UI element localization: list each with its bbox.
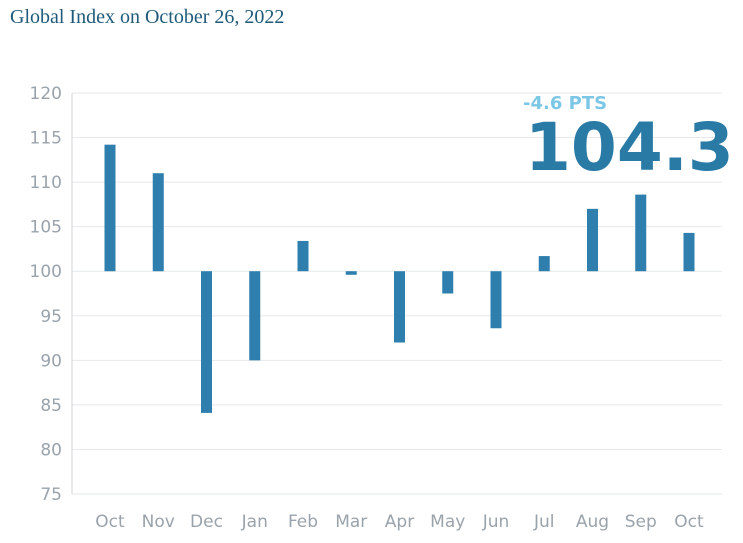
y-tick-label: 100 xyxy=(30,262,62,282)
x-tick-label: Aug xyxy=(576,512,609,532)
y-tick-label: 75 xyxy=(40,485,62,505)
y-tick-label: 120 xyxy=(30,84,62,104)
x-tick-label: Oct xyxy=(674,512,704,532)
bar-aug xyxy=(587,208,598,272)
bar-oct xyxy=(104,144,116,272)
bar-jan xyxy=(249,271,261,361)
bar-apr xyxy=(394,271,405,343)
x-tick-label: Oct xyxy=(95,512,125,532)
current-value-callout: 104.3 xyxy=(525,109,734,186)
change-callout: -4.6 PTS xyxy=(523,93,607,114)
bar-mar xyxy=(345,271,357,275)
gridlines xyxy=(71,92,722,495)
bar-feb xyxy=(297,240,309,272)
y-tick-label: 115 xyxy=(30,129,62,149)
y-tick-label: 110 xyxy=(30,173,62,193)
x-tick-label: Apr xyxy=(385,512,414,532)
bar-oct xyxy=(683,232,695,272)
x-tick-label: May xyxy=(430,512,465,532)
x-tick-label: Sep xyxy=(625,512,657,532)
x-tick-label: Mar xyxy=(335,512,367,532)
bar-nov xyxy=(152,173,164,272)
bar-sep xyxy=(635,194,647,272)
bar-jul xyxy=(538,256,550,272)
bar-jun xyxy=(490,271,502,329)
bars xyxy=(104,144,695,413)
x-tick-label: Feb xyxy=(288,512,318,532)
y-tick-label: 85 xyxy=(40,396,62,416)
y-tick-label: 95 xyxy=(40,307,62,327)
x-axis-ticks: Oct Nov Dec Jan Feb Mar Apr May Jun Jul Aug Sep Oct xyxy=(95,512,704,532)
y-tick-label: 80 xyxy=(40,440,62,460)
y-tick-label: 90 xyxy=(40,351,62,371)
y-axis-ticks: 120 115 110 105 100 95 90 85 80 75 xyxy=(30,84,62,505)
chart-title: Global Index on October 26, 2022 xyxy=(10,6,285,28)
x-tick-label: Jan xyxy=(241,512,268,532)
y-tick-label: 105 xyxy=(30,218,62,238)
x-tick-label: Jun xyxy=(482,512,510,532)
x-tick-label: Nov xyxy=(142,512,175,532)
bar-may xyxy=(442,271,454,294)
bar-dec xyxy=(201,271,212,413)
x-tick-label: Dec xyxy=(190,512,223,532)
x-tick-label: Jul xyxy=(533,512,555,532)
